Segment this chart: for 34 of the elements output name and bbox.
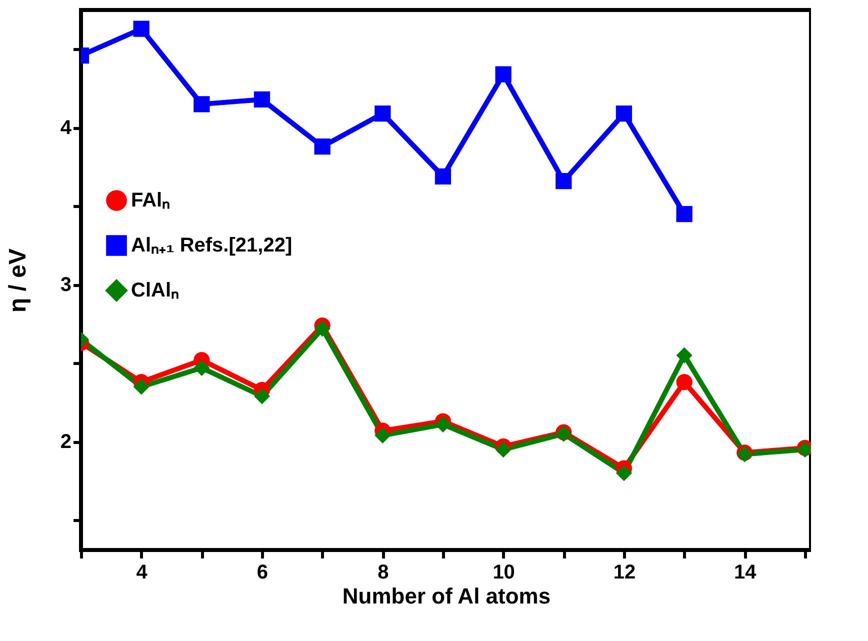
x-tick-label: 12 [613,562,636,584]
point [194,360,210,376]
legend-label: ClAlₙ [131,280,179,302]
point [495,441,512,458]
point [495,66,512,82]
point [254,388,270,404]
point [616,106,632,122]
point [616,465,632,482]
point [374,427,391,444]
point [133,20,150,37]
x-tick-label: 4 [136,562,148,584]
y-axis-title: η / eV [4,248,32,313]
point [434,168,452,184]
legend-label: Alₙ₊₁ Refs.[21,22] [131,234,292,256]
x-tick-label: 8 [378,562,389,584]
y-tick-label: 2 [60,431,72,454]
point [434,416,452,432]
point [194,96,210,112]
point [314,138,330,155]
point [676,374,692,390]
point [676,347,692,364]
point [254,91,270,108]
y-tick-label: 4 [60,117,72,140]
point [314,320,330,337]
point [676,206,692,222]
x-axis-title: Number of Al atoms [342,584,551,608]
y-tick-label: 3 [60,274,72,296]
point [556,173,572,190]
x-tick-label: 14 [734,562,758,584]
x-tick-label: 10 [492,562,515,584]
x-tick-label: 6 [256,562,268,584]
legend-label: FAlₙ [131,190,170,212]
point [133,378,150,395]
point [374,106,391,122]
